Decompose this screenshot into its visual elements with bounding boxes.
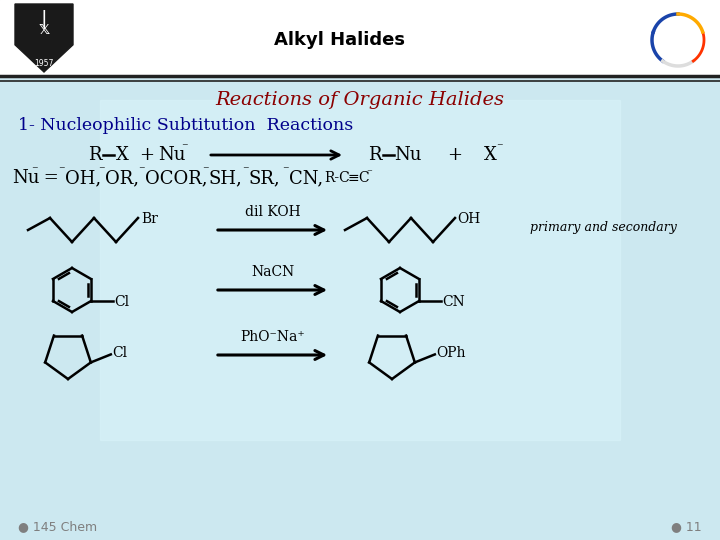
Text: Nu: Nu bbox=[395, 146, 422, 164]
Text: ⁻: ⁻ bbox=[98, 165, 104, 178]
Text: OH,: OH, bbox=[65, 169, 101, 187]
Text: Cl: Cl bbox=[112, 347, 127, 360]
Text: ≡: ≡ bbox=[348, 171, 359, 185]
Text: Reactions of Organic Halides: Reactions of Organic Halides bbox=[215, 91, 505, 109]
Text: C: C bbox=[358, 171, 369, 185]
Text: Cl: Cl bbox=[114, 295, 129, 309]
Text: R: R bbox=[368, 146, 382, 164]
Text: CN: CN bbox=[442, 295, 465, 309]
Text: PhO⁻Na⁺: PhO⁻Na⁺ bbox=[240, 330, 305, 344]
Text: Nu: Nu bbox=[158, 146, 186, 164]
Text: R-C: R-C bbox=[324, 171, 350, 185]
Text: 1957: 1957 bbox=[35, 59, 54, 69]
Text: =: = bbox=[38, 169, 65, 187]
Text: ⁻: ⁻ bbox=[181, 141, 187, 154]
Text: X: X bbox=[116, 146, 128, 164]
Text: OCOR,: OCOR, bbox=[145, 169, 207, 187]
Text: SR,: SR, bbox=[249, 169, 281, 187]
Text: Alkyl Halides: Alkyl Halides bbox=[274, 31, 405, 49]
Text: OH: OH bbox=[457, 212, 480, 226]
Text: primary and secondary: primary and secondary bbox=[530, 221, 677, 234]
Text: |: | bbox=[41, 9, 48, 29]
Bar bbox=[0, 0, 720, 75]
Text: 𝕏: 𝕏 bbox=[38, 23, 50, 37]
Text: ● 11: ● 11 bbox=[671, 521, 702, 534]
Text: SH,: SH, bbox=[209, 169, 243, 187]
Text: Nu: Nu bbox=[12, 169, 40, 187]
Polygon shape bbox=[15, 4, 73, 72]
Text: ⁻: ⁻ bbox=[495, 141, 503, 154]
Text: dil KOH: dil KOH bbox=[245, 205, 300, 219]
Bar bbox=[100, 100, 620, 440]
Text: ⁻: ⁻ bbox=[202, 165, 209, 178]
Text: X: X bbox=[484, 146, 496, 164]
Text: Br: Br bbox=[141, 212, 158, 226]
Text: NaCN: NaCN bbox=[251, 265, 294, 279]
Text: 1- Nucleophilic Subtitution  Reactions: 1- Nucleophilic Subtitution Reactions bbox=[18, 117, 354, 133]
Text: OPh: OPh bbox=[436, 347, 465, 360]
Text: CN,: CN, bbox=[289, 169, 323, 187]
Text: ⁻: ⁻ bbox=[138, 165, 145, 178]
Text: ⁻: ⁻ bbox=[58, 165, 65, 178]
Text: ⁻: ⁻ bbox=[31, 165, 37, 178]
Text: ⁻: ⁻ bbox=[242, 165, 248, 178]
Text: ⁻: ⁻ bbox=[366, 168, 372, 178]
Text: +: + bbox=[448, 146, 462, 164]
Text: ● 145 Chem: ● 145 Chem bbox=[18, 521, 97, 534]
Text: ⁻: ⁻ bbox=[282, 165, 289, 178]
Text: R: R bbox=[89, 146, 102, 164]
Text: +: + bbox=[140, 146, 155, 164]
Text: OR,: OR, bbox=[105, 169, 139, 187]
